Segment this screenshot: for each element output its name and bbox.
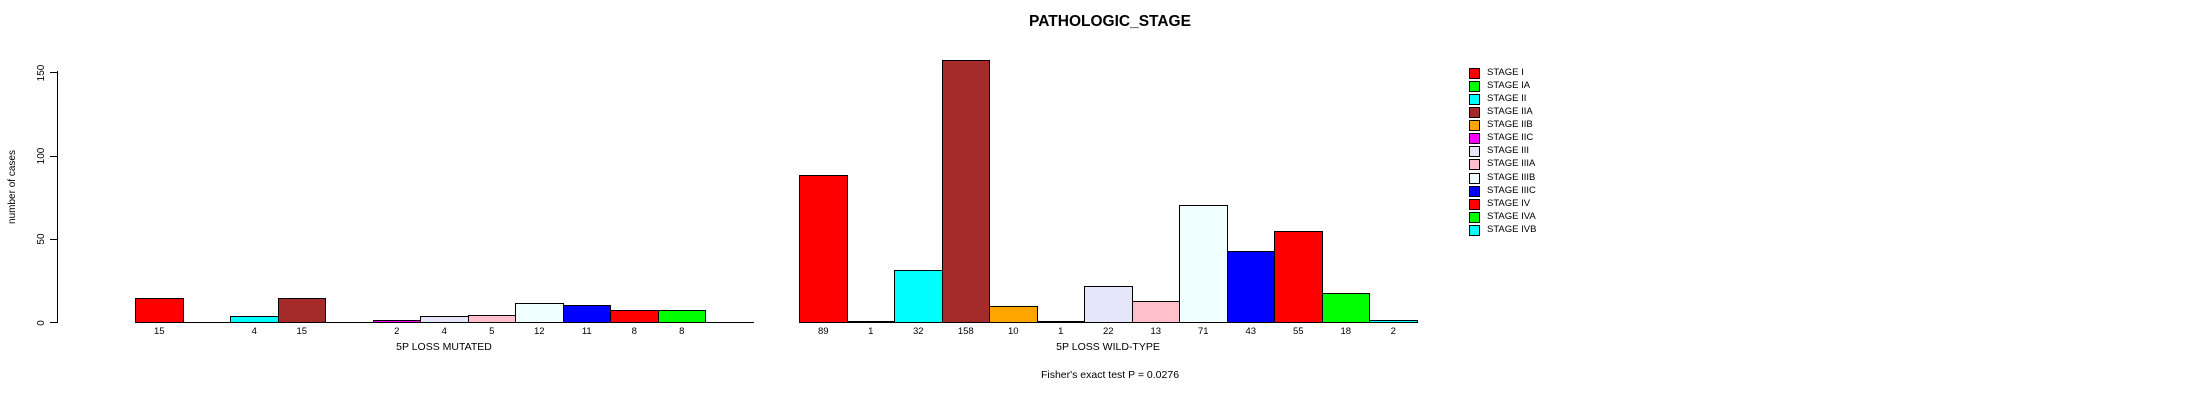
y-axis-title: number of cases — [7, 150, 18, 224]
legend-swatch-stage-iiic — [1469, 185, 1480, 197]
x-axis-label-wild-type: 5P LOSS WILD-TYPE — [1056, 341, 1160, 353]
bar-stage-iiia — [467, 314, 516, 323]
legend-swatch-stage-ia — [1469, 81, 1480, 93]
legend-label: STAGE IA — [1487, 80, 1531, 92]
y-axis-line — [57, 71, 58, 323]
bar-stage-i — [799, 174, 848, 323]
y-tick-label: 100 — [36, 147, 47, 165]
legend-swatch-stage-iic — [1469, 133, 1480, 145]
bar-value-label: 22 — [1102, 326, 1114, 337]
bar-stage-ivb — [1369, 319, 1418, 323]
bar-value-label: 13 — [1150, 326, 1162, 337]
chart-title: PATHOLOGIC_STAGE — [1029, 13, 1191, 30]
bar-stage-iiic — [562, 304, 611, 323]
legend-swatch-stage-iv — [1469, 198, 1480, 210]
bar-stage-ii — [894, 269, 943, 323]
bar-stage-iic — [372, 319, 421, 323]
bar-value-label: 15 — [153, 326, 165, 337]
bar-stage-iic — [1036, 321, 1085, 323]
bar-value-label: 1 — [868, 326, 874, 337]
legend-swatch-stage-ii — [1469, 94, 1480, 106]
y-tick-mark — [50, 238, 57, 240]
legend-swatch-stage-ivb — [1469, 224, 1480, 236]
bar-stage-iii — [1084, 286, 1133, 323]
bar-value-label: 2 — [1390, 326, 1396, 337]
bar-value-label: 15 — [296, 326, 308, 337]
bar-value-label: 32 — [912, 326, 924, 337]
legend-label: STAGE III — [1487, 145, 1530, 157]
legend-label: STAGE IIC — [1487, 132, 1534, 144]
bar-stage-i — [135, 298, 184, 323]
bar-stage-ia — [846, 321, 895, 323]
bar-stage-iva — [1321, 293, 1370, 323]
bar-stage-iva — [657, 309, 706, 323]
legend-label: STAGE IIIA — [1487, 158, 1536, 170]
bar-value-label: 8 — [631, 326, 637, 337]
x-axis-label-mutated: 5P LOSS MUTATED — [396, 341, 492, 353]
bar-stage-iiib — [1179, 204, 1228, 323]
y-tick-mark — [50, 322, 57, 323]
legend-label: STAGE IVB — [1487, 223, 1537, 235]
bar-value-label: 12 — [533, 326, 545, 337]
bar-stage-iiia — [1131, 301, 1180, 323]
y-tick-label: 0 — [36, 319, 47, 326]
bar-stage-iia — [941, 59, 990, 323]
bar-value-label: 158 — [957, 326, 974, 337]
bar-stage-iia — [277, 298, 326, 323]
legend-label: STAGE II — [1487, 93, 1527, 105]
bar-value-label: 43 — [1245, 326, 1257, 337]
bar-stage-iiib — [515, 303, 564, 323]
bar-value-label: 2 — [394, 326, 400, 337]
legend-swatch-stage-iia — [1469, 107, 1480, 119]
legend-swatch-stage-iva — [1469, 211, 1480, 223]
legend-label: STAGE IIB — [1487, 119, 1533, 131]
bar-value-label: 55 — [1292, 326, 1304, 337]
legend-swatch-stage-iiib — [1469, 172, 1480, 184]
bar-value-label: 71 — [1197, 326, 1209, 337]
bar-value-label: 18 — [1340, 326, 1352, 337]
bar-value-label: 1 — [1058, 326, 1064, 337]
bar-stage-ii — [230, 316, 279, 323]
legend-label: STAGE IIA — [1487, 106, 1533, 118]
legend-label: STAGE I — [1487, 67, 1524, 78]
bar-stage-iib — [989, 306, 1038, 323]
legend-swatch-stage-iib — [1469, 120, 1480, 132]
y-tick-mark — [50, 72, 57, 74]
fisher-test-annotation: Fisher's exact test P = 0.0276 — [1040, 369, 1180, 381]
y-tick-label: 150 — [36, 64, 47, 82]
y-tick-label: 50 — [36, 233, 47, 245]
bar-value-label: 89 — [817, 326, 829, 337]
y-tick-mark — [50, 155, 57, 157]
bar-value-label: 10 — [1007, 326, 1019, 337]
legend-swatch-stage-i — [1469, 68, 1480, 79]
bar-stage-iv — [1274, 231, 1323, 323]
bar-value-label: 11 — [581, 326, 592, 337]
bar-value-label: 8 — [679, 326, 685, 337]
bar-stage-iiic — [1226, 251, 1275, 323]
bar-value-label: 5 — [489, 326, 495, 337]
legend-label: STAGE IVA — [1487, 210, 1536, 222]
legend-swatch-stage-iii — [1469, 146, 1480, 158]
bar-value-label: 4 — [251, 326, 257, 337]
bar-value-label: 4 — [441, 326, 447, 337]
legend-label: STAGE IIIC — [1487, 184, 1536, 196]
bar-stage-iv — [610, 309, 659, 323]
legend-label: STAGE IV — [1487, 197, 1531, 209]
bar-stage-iii — [420, 316, 469, 323]
legend-swatch-stage-iiia — [1469, 159, 1480, 171]
legend-label: STAGE IIIB — [1487, 171, 1536, 183]
